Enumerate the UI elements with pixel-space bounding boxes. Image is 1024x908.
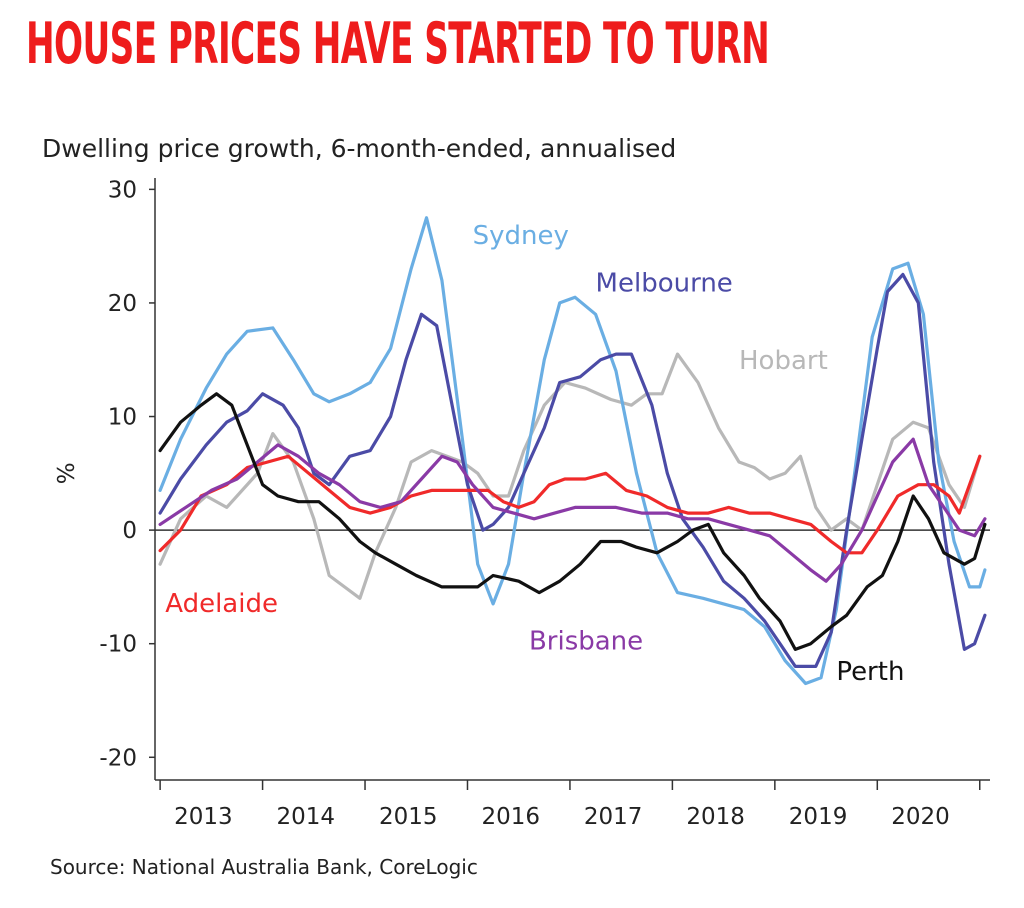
series-label-adelaide: Adelaide [165,589,278,619]
x-tick-label: 2019 [789,804,848,830]
y-tick-label: 0 [122,518,137,544]
headline: HOUSE PRICES HAVE STARTED TO TURN [26,11,770,77]
chart-title: Dwelling price growth, 6-month-ended, an… [42,134,677,163]
y-tick-label: 20 [108,291,137,317]
y-tick-label: -20 [99,745,137,771]
series-line-sydney [158,216,987,686]
series-label-brisbane: Brisbane [529,626,643,656]
x-tick-label: 2017 [584,804,643,830]
series-line-hobart [158,352,982,600]
source-note: Source: National Australia Bank, CoreLog… [50,855,478,879]
series-label-perth: Perth [836,657,904,687]
series-line-adelaide [158,454,982,555]
series-line-melbourne [158,272,987,668]
x-tick-label: 2014 [277,804,336,830]
series-label-hobart: Hobart [739,346,828,376]
x-tick-label: 2016 [481,804,540,830]
series-label-melbourne: Melbourne [596,269,733,299]
x-tick-label: 2018 [686,804,745,830]
y-axis-label: % [54,462,80,484]
x-tick-label: 2020 [891,804,950,830]
series-line-brisbane [158,437,987,583]
x-tick-label: 2013 [174,804,233,830]
y-tick-label: 30 [108,177,137,203]
y-tick-label: 10 [108,405,137,431]
y-tick-label: -10 [99,632,137,658]
x-tick-label: 2015 [379,804,438,830]
series-line-perth [158,392,987,651]
series-label-sydney: Sydney [473,221,569,251]
